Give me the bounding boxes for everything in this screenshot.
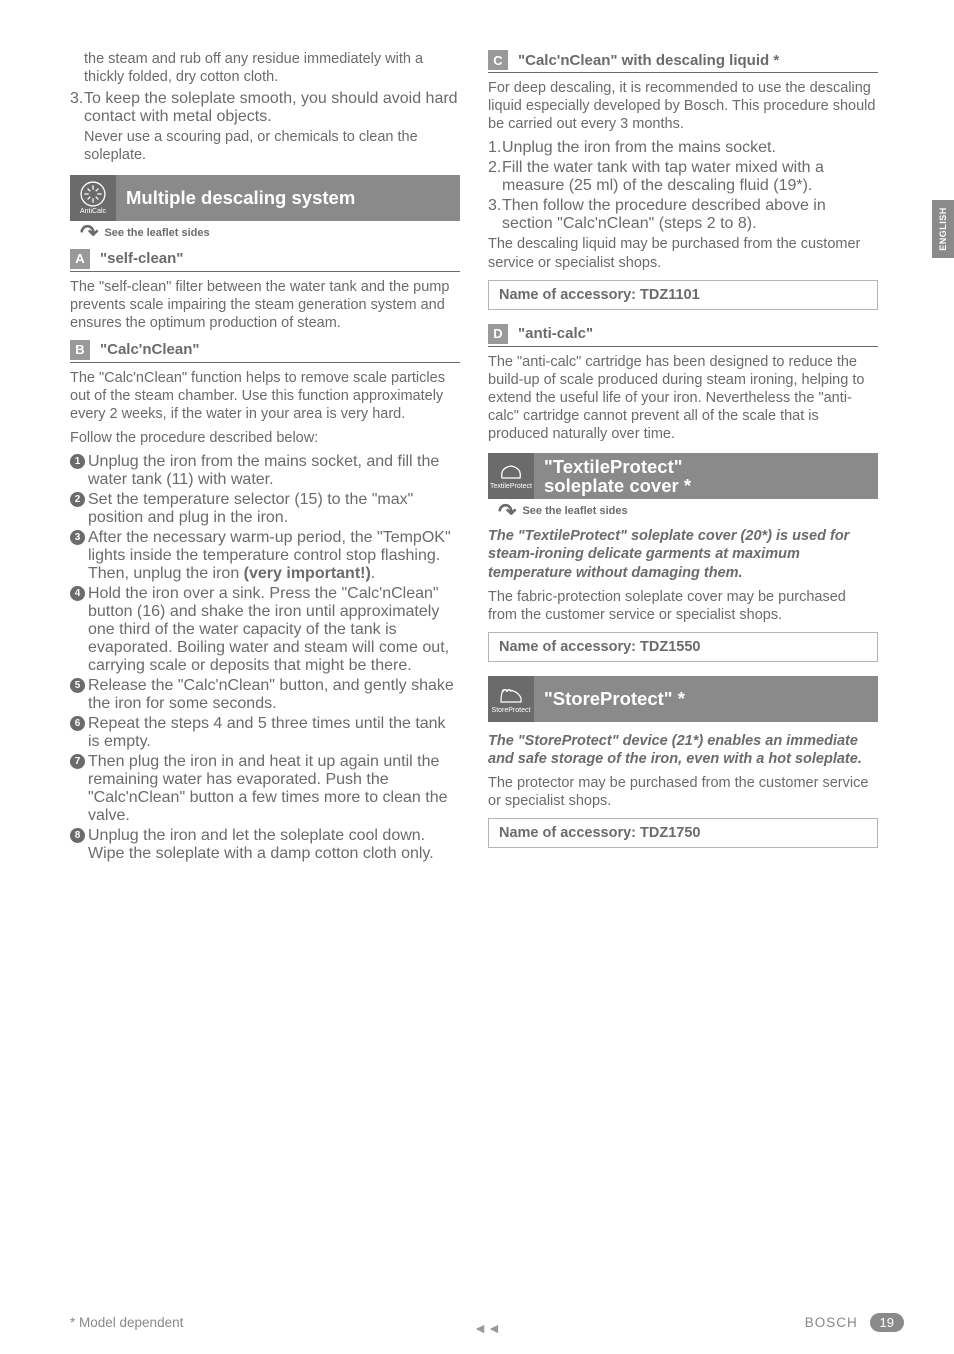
section-banner-storeprotect: StoreProtect "StoreProtect" * [488, 676, 878, 722]
item-number: 3. [70, 90, 84, 126]
footer-arrows-icon: ◄◄ [473, 1320, 501, 1336]
banner-title: "StoreProtect" * [534, 676, 878, 722]
language-tab-label: ENGLISH [938, 207, 948, 251]
leaflet-note: ↷ See the leaflet sides [498, 505, 878, 517]
paragraph-a: The "self-clean" filter between the wate… [70, 278, 460, 332]
subheading-letter: D [488, 324, 508, 344]
item-text: Unplug the iron from the mains socket. [502, 139, 878, 157]
item-number: 1. [488, 139, 502, 157]
storeprotect-bold: The "StoreProtect" device (21*) enables … [488, 732, 878, 768]
leaflet-text: See the leaflet sides [522, 505, 627, 517]
subheading-label: "Calc'nClean" [100, 341, 200, 358]
section-banner-descaling: AntiCalc Multiple descaling system [70, 175, 460, 221]
paragraph-d: The "anti-calc" cartridge has been desig… [488, 353, 878, 444]
list-item: 3. To keep the soleplate smooth, you sho… [70, 90, 460, 126]
section-banner-textileprotect: TextileProtect "TextileProtect" soleplat… [488, 453, 878, 499]
paragraph-b2: Follow the procedure described below: [70, 429, 460, 447]
item-number: 2. [488, 159, 502, 195]
step-item: 8 Unplug the iron and let the soleplate … [70, 827, 460, 863]
step-text: Set the temperature selector (15) to the… [88, 491, 460, 527]
page-content: the steam and rub off any residue immedi… [0, 0, 954, 875]
textileprotect-icon-box: TextileProtect [488, 453, 534, 499]
page-number: 19 [870, 1313, 904, 1332]
banner-title: "TextileProtect" soleplate cover * [534, 453, 878, 499]
step-item: 2 Set the temperature selector (15) to t… [70, 491, 460, 527]
footer-brand: BOSCH [805, 1315, 858, 1330]
textileprotect-bold: The "TextileProtect" soleplate cover (20… [488, 527, 878, 581]
right-column: C "Calc'nClean" with descaling liquid * … [488, 50, 878, 865]
step-number-icon: 4 [70, 586, 85, 601]
accessory-box: Name of accessory: TDZ1101 [488, 280, 878, 310]
leaflet-arrow-icon: ↷ [498, 506, 516, 517]
list-item: 2. Fill the water tank with tap water mi… [488, 159, 878, 195]
leaflet-note: ↷ See the leaflet sides [80, 227, 460, 239]
step-text: After the necessary warm-up period, the … [88, 529, 460, 583]
step-text: Repeat the steps 4 and 5 three times unt… [88, 715, 460, 751]
paragraph-c2: The descaling liquid may be purchased fr… [488, 235, 878, 271]
step-text: Unplug the iron and let the soleplate co… [88, 827, 460, 863]
leaflet-text: See the leaflet sides [104, 227, 209, 239]
step-text: Release the "Calc'nClean" button, and ge… [88, 677, 460, 713]
subheading-letter: A [70, 249, 90, 269]
paragraph-b1: The "Calc'nClean" function helps to remo… [70, 369, 460, 423]
subheading-letter: B [70, 340, 90, 360]
item-text: Then follow the procedure described abov… [502, 197, 878, 233]
step-number-icon: 7 [70, 754, 85, 769]
storeprotect-icon-caption: StoreProtect [492, 707, 531, 714]
step-number-icon: 2 [70, 492, 85, 507]
soleplate-icon [498, 462, 524, 482]
leaflet-arrow-icon: ↷ [80, 227, 98, 238]
subheading-letter: C [488, 50, 508, 70]
banner-title: Multiple descaling system [116, 175, 460, 221]
continued-text: the steam and rub off any residue immedi… [84, 50, 460, 86]
item-text-cont: Never use a scouring pad, or chemicals t… [84, 128, 460, 164]
subheading-c: C "Calc'nClean" with descaling liquid * [488, 50, 878, 73]
subheading-b: B "Calc'nClean" [70, 340, 460, 363]
step-item: 5 Release the "Calc'nClean" button, and … [70, 677, 460, 713]
item-text: To keep the soleplate smooth, you should… [84, 90, 458, 125]
page-footer: * Model dependent BOSCH 19 ◄◄ [70, 1315, 904, 1330]
paragraph-c1: For deep descaling, it is recommended to… [488, 79, 878, 133]
subheading-label: "anti-calc" [518, 325, 593, 342]
step-item: 6 Repeat the steps 4 and 5 three times u… [70, 715, 460, 751]
subheading-label: "Calc'nClean" with descaling liquid * [518, 52, 779, 69]
storeprotect-icon-box: StoreProtect [488, 676, 534, 722]
step-item: 1 Unplug the iron from the mains socket,… [70, 453, 460, 489]
accessory-box: Name of accessory: TDZ1550 [488, 632, 878, 662]
accessory-box: Name of accessory: TDZ1750 [488, 818, 878, 848]
anticalc-icon [80, 181, 106, 207]
step-number-icon: 3 [70, 530, 85, 545]
item-number: 3. [488, 197, 502, 233]
subheading-d: D "anti-calc" [488, 324, 878, 347]
anticalc-icon-caption: AntiCalc [80, 208, 106, 215]
step-item: 7 Then plug the iron in and heat it up a… [70, 753, 460, 825]
step-item: 4 Hold the iron over a sink. Press the "… [70, 585, 460, 675]
iron-store-icon [497, 684, 525, 706]
step-number-icon: 5 [70, 678, 85, 693]
storeprotect-para: The protector may be purchased from the … [488, 774, 878, 810]
step-item: 3 After the necessary warm-up period, th… [70, 529, 460, 583]
textileprotect-para: The fabric-protection soleplate cover ma… [488, 588, 878, 624]
textileprotect-icon-caption: TextileProtect [490, 483, 532, 490]
footer-model-note: * Model dependent [70, 1315, 183, 1330]
anticalc-icon-box: AntiCalc [70, 175, 116, 221]
step-text: Then plug the iron in and heat it up aga… [88, 753, 460, 825]
step-number-icon: 1 [70, 454, 85, 469]
step-text: Unplug the iron from the mains socket, a… [88, 453, 460, 489]
step-number-icon: 6 [70, 716, 85, 731]
subheading-a: A "self-clean" [70, 249, 460, 272]
banner-title-line1: "TextileProtect" [544, 457, 683, 476]
list-item: 3. Then follow the procedure described a… [488, 197, 878, 233]
item-text: Fill the water tank with tap water mixed… [502, 159, 878, 195]
subheading-label: "self-clean" [100, 250, 183, 267]
step-number-icon: 8 [70, 828, 85, 843]
left-column: the steam and rub off any residue immedi… [70, 50, 460, 865]
list-item: 1. Unplug the iron from the mains socket… [488, 139, 878, 157]
language-tab: ENGLISH [932, 200, 954, 258]
step-text: Hold the iron over a sink. Press the "Ca… [88, 585, 460, 675]
banner-title-line2: soleplate cover * [544, 476, 691, 495]
